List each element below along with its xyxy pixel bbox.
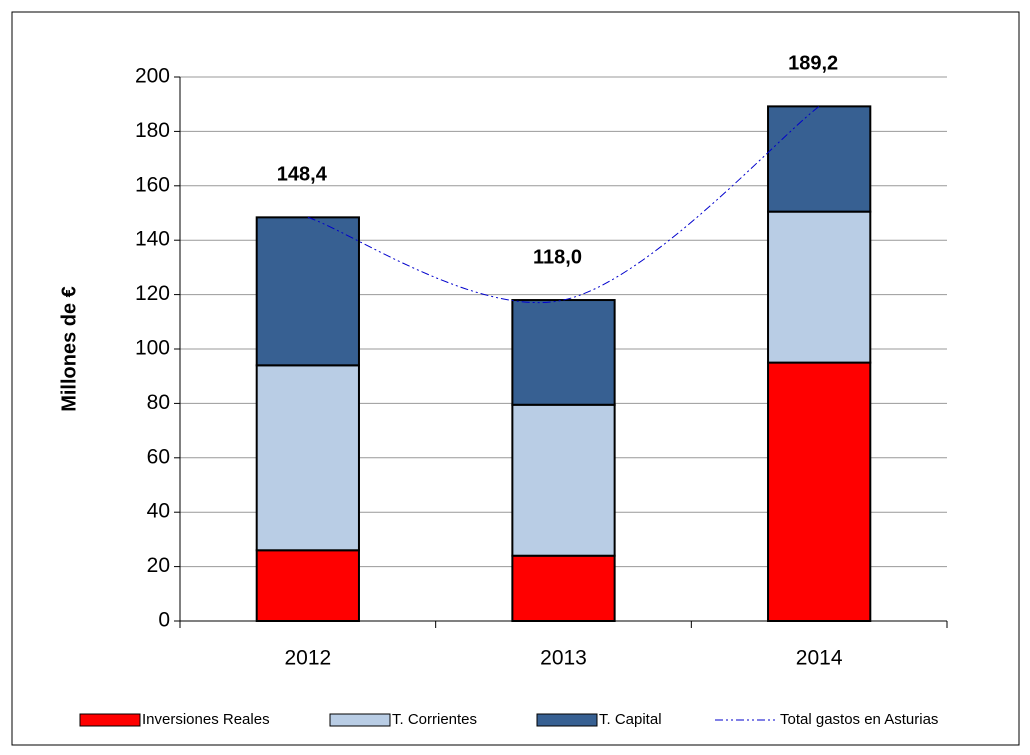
x-tick-label: 2014: [796, 647, 843, 670]
legend-label: Total gastos en Asturias: [780, 711, 938, 728]
y-tick-label: 0: [158, 609, 170, 632]
data-label: 189,2: [788, 53, 838, 75]
bar-segment: [767, 361, 872, 622]
y-tick-label: 160: [135, 173, 170, 196]
data-label: 148,4: [277, 164, 328, 186]
y-tick-label: 200: [135, 65, 170, 88]
total-line: [307, 105, 820, 303]
y-tick-label: 40: [147, 500, 170, 523]
legend-swatch: [536, 713, 598, 727]
bar-segment: [255, 364, 360, 552]
y-tick-label: 60: [147, 445, 170, 468]
y-axis-label: Millones de €: [58, 286, 80, 412]
y-tick-label: 100: [135, 337, 170, 360]
x-tick-label: 2013: [540, 647, 587, 670]
bar-segment: [255, 216, 360, 367]
legend-swatch: [329, 713, 391, 727]
y-tick-label: 140: [135, 228, 170, 251]
data-label: 118,0: [533, 246, 582, 268]
bar-segment: [511, 299, 616, 406]
bar-segment: [511, 554, 616, 622]
y-tick-label: 80: [147, 391, 170, 414]
legend-label: T. Capital: [599, 711, 662, 728]
bar-segment: [767, 210, 872, 364]
x-tick-label: 2012: [284, 647, 331, 670]
y-tick-label: 20: [147, 554, 170, 577]
legend-label: T. Corrientes: [392, 711, 477, 728]
bar-segment: [255, 549, 360, 623]
bar-segment: [767, 105, 872, 213]
legend-swatch: [79, 713, 141, 727]
bar-segment: [511, 403, 616, 557]
y-tick-label: 120: [135, 282, 170, 305]
y-tick-label: 180: [135, 119, 170, 142]
legend-label: Inversiones Reales: [142, 711, 270, 728]
